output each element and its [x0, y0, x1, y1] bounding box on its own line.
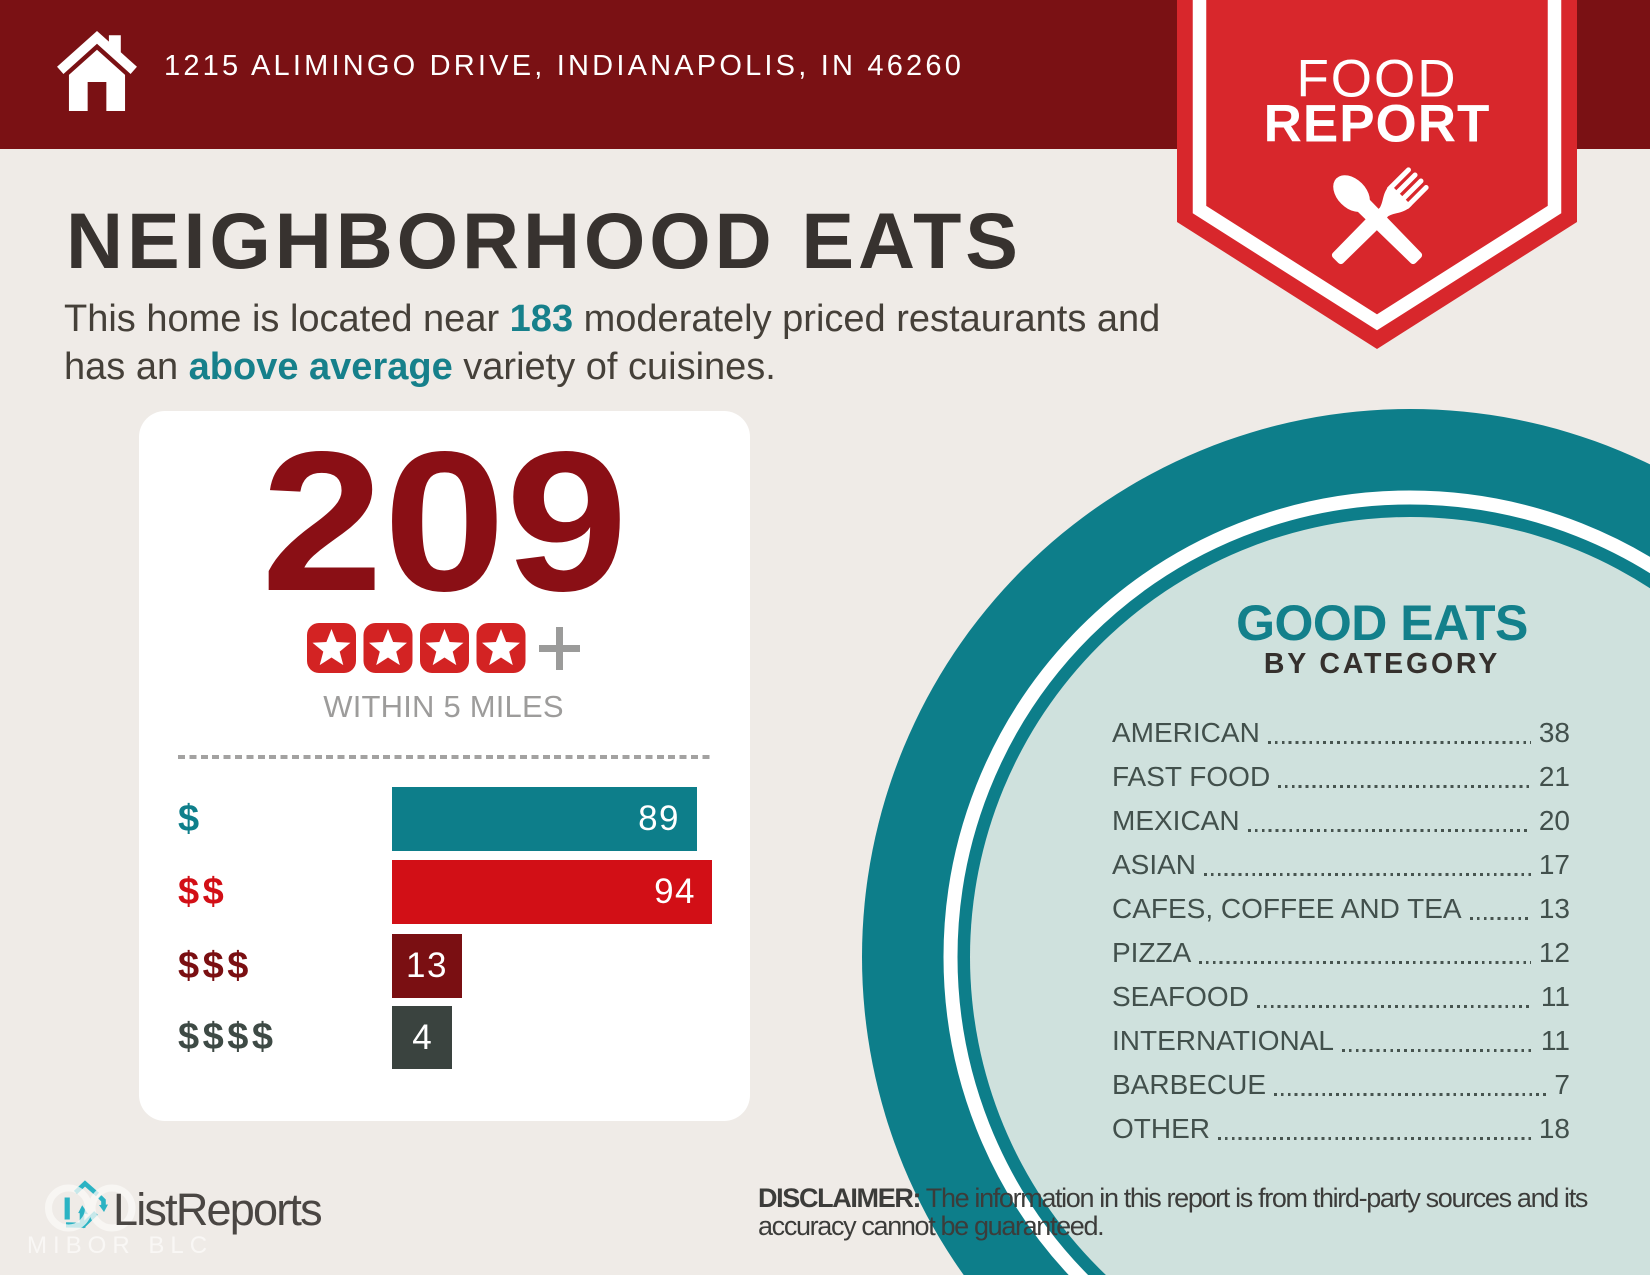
svg-text:MIBOR BLC: MIBOR BLC	[27, 1232, 213, 1259]
svg-text:FOOD: FOOD	[1296, 50, 1457, 109]
svg-text:REPORT: REPORT	[1264, 95, 1491, 154]
